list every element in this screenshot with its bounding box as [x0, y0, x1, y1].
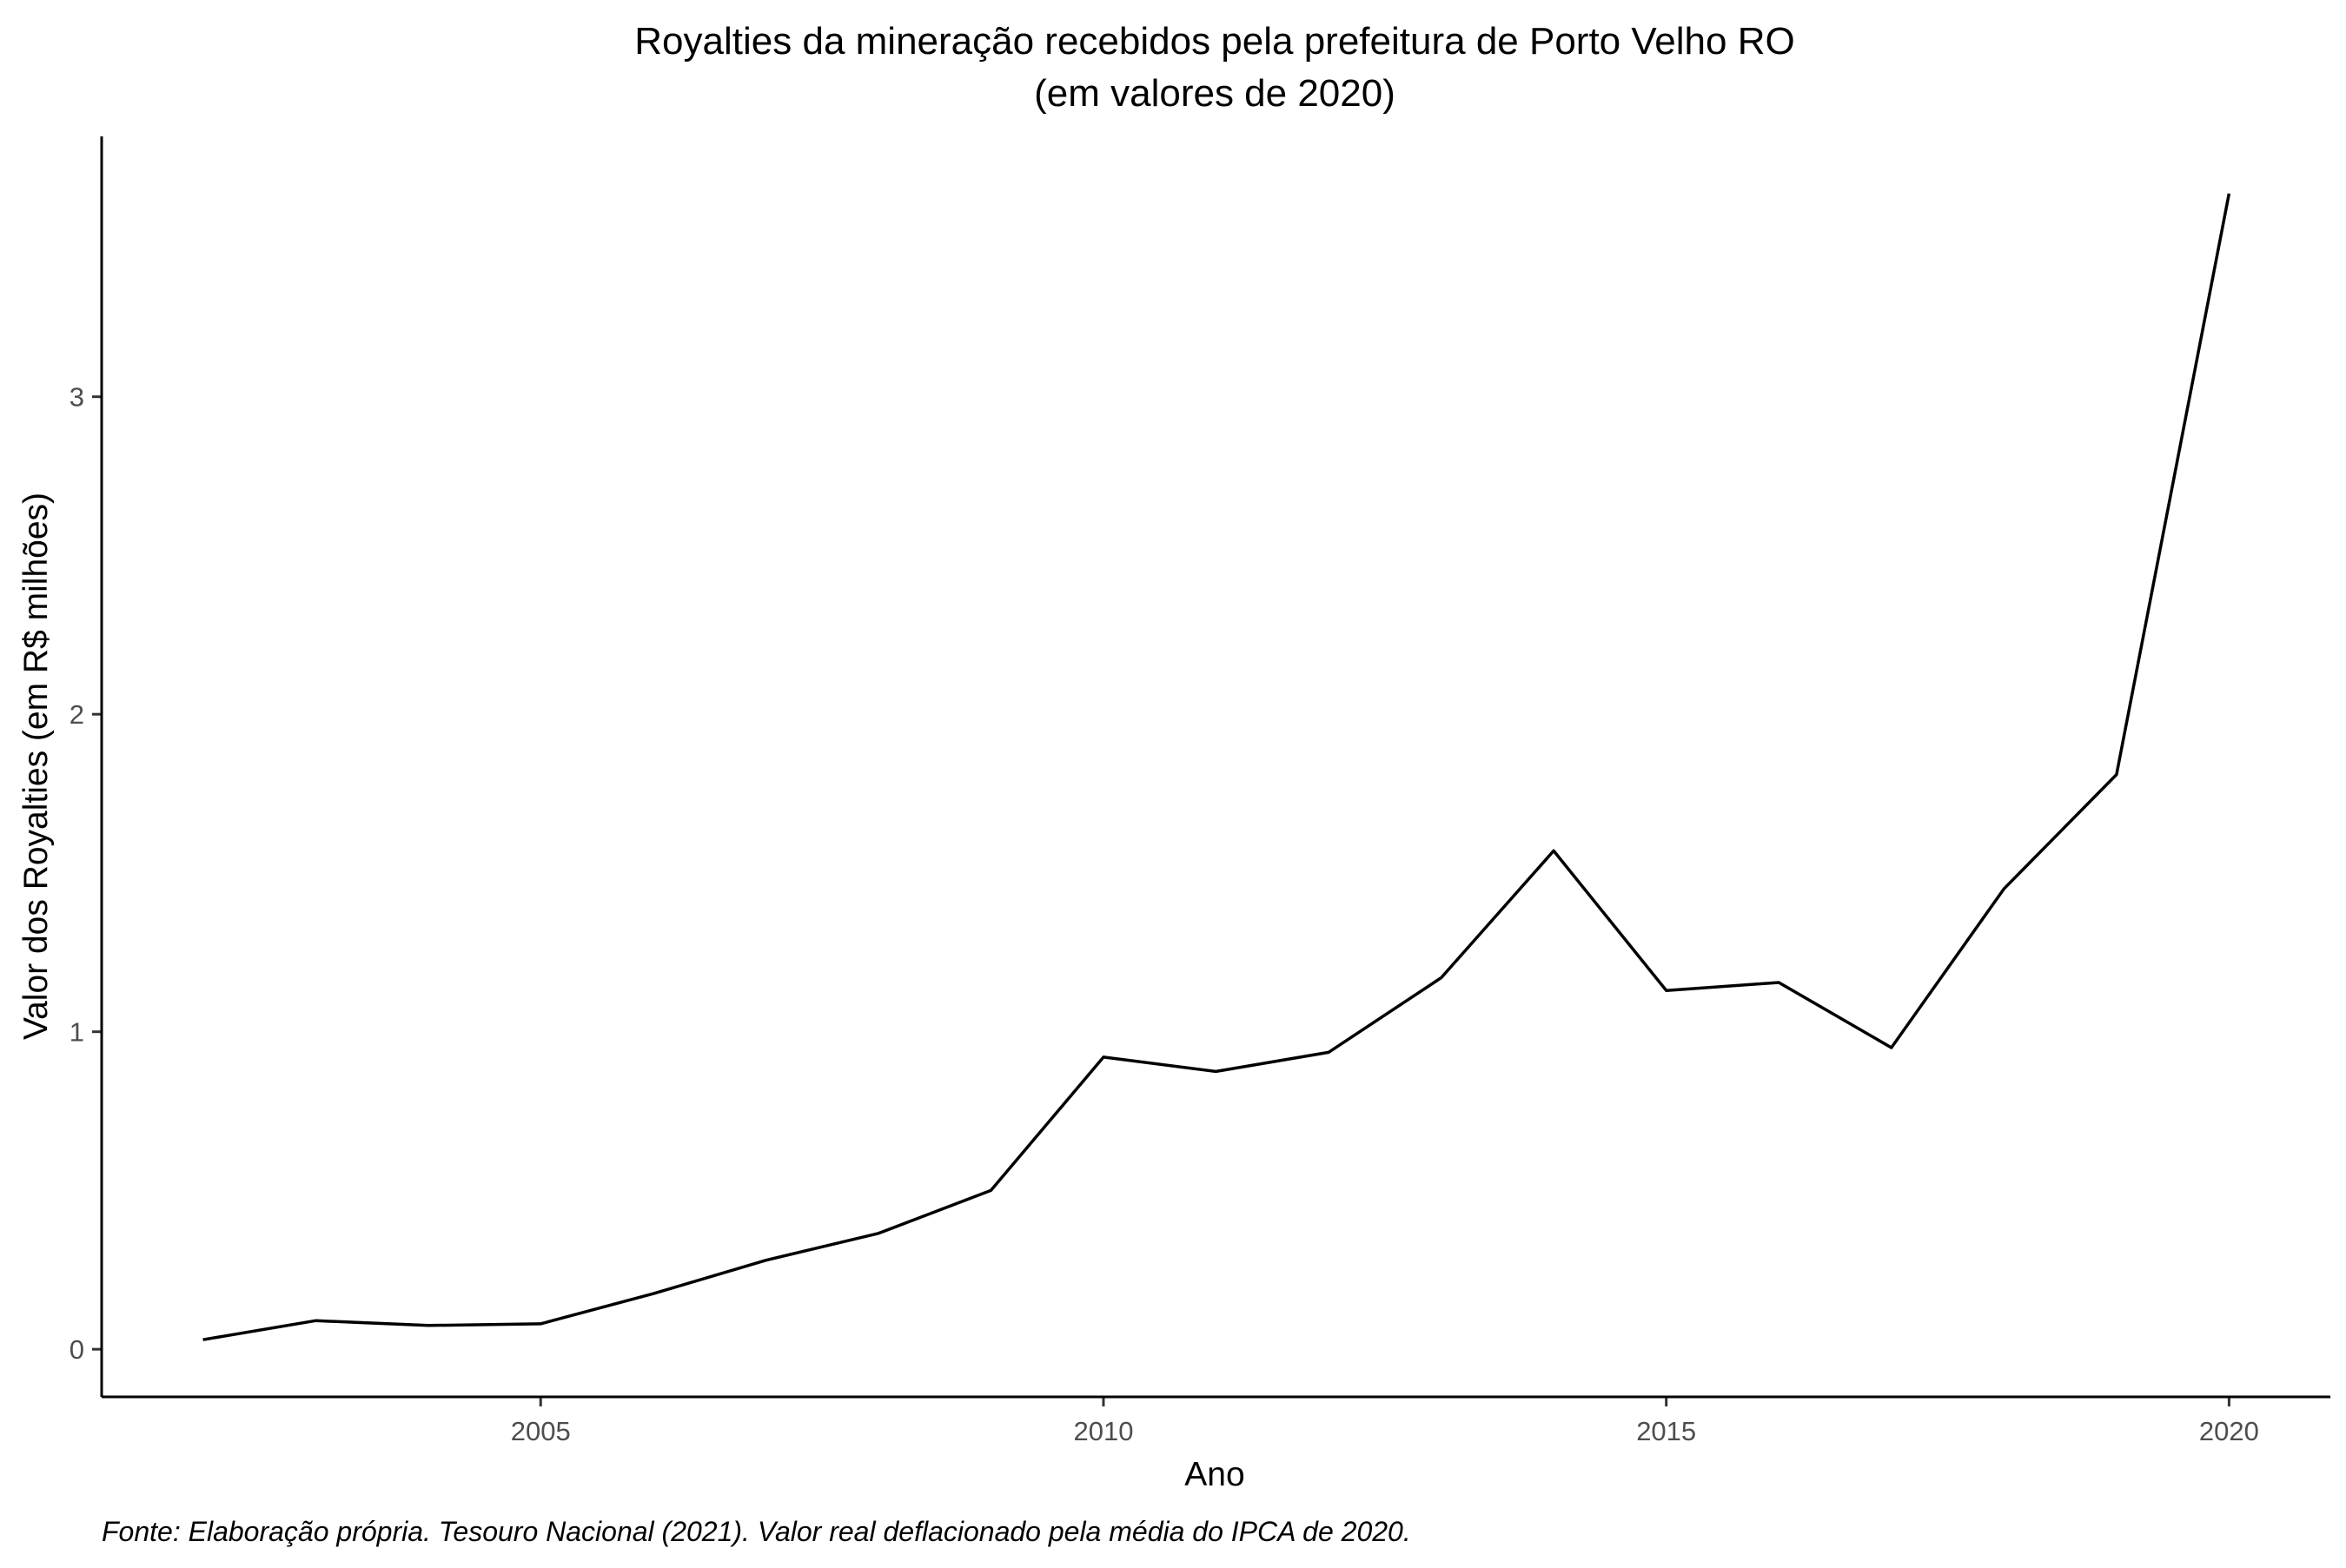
y-tick-label: 1 — [70, 1017, 84, 1048]
y-axis-label: Valor dos Royalties (em R$ milhões) — [17, 493, 55, 1040]
chart-subtitle: (em valores de 2020) — [1034, 72, 1395, 115]
x-axis-ticks: 2005 2010 2015 2020 — [511, 1397, 2259, 1446]
y-tick-label: 0 — [70, 1334, 84, 1365]
y-axis-ticks: 0 1 2 3 — [70, 382, 102, 1365]
x-axis-label: Ano — [1184, 1456, 1244, 1493]
x-tick-label: 2005 — [511, 1416, 571, 1446]
y-tick-label: 3 — [70, 382, 84, 413]
chart-title: Royalties da mineração recebidos pela pr… — [634, 20, 1794, 63]
y-tick-label: 2 — [70, 699, 84, 730]
chart-caption: Fonte: Elaboração própria. Tesouro Nacio… — [102, 1516, 1411, 1547]
x-tick-label: 2020 — [2199, 1416, 2259, 1446]
x-tick-label: 2015 — [1636, 1416, 1696, 1446]
series-group — [202, 193, 2231, 1341]
series-line-royalties — [202, 193, 2231, 1341]
x-tick-label: 2010 — [1073, 1416, 1133, 1446]
